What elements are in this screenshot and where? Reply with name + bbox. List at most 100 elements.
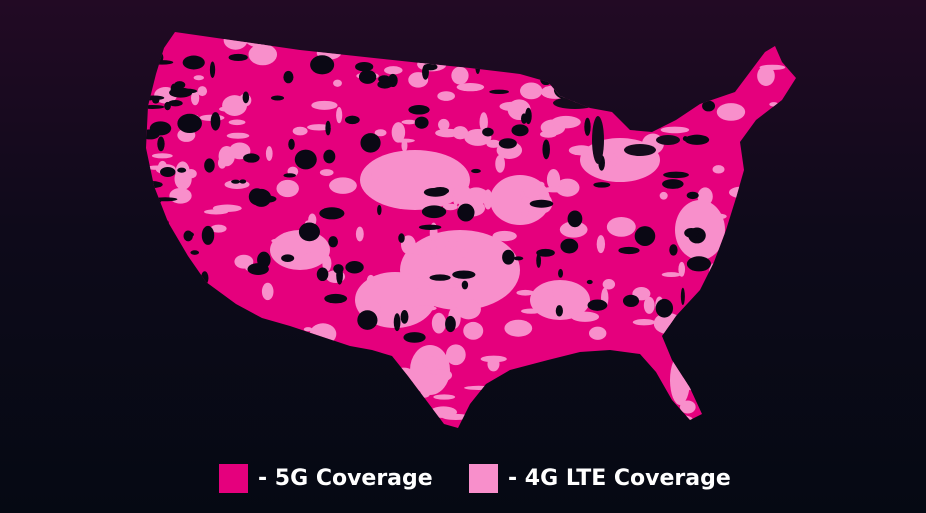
coverage-4g-area: [555, 178, 580, 197]
no-coverage-gap: [655, 298, 674, 318]
no-coverage-gap: [429, 274, 451, 281]
coverage-4g-area: [726, 268, 752, 285]
no-coverage-gap: [475, 55, 481, 74]
no-coverage-gap: [586, 279, 593, 285]
coverage-4g-area: [366, 274, 375, 287]
coverage-4g-area: [774, 205, 782, 225]
no-coverage-gap: [355, 61, 374, 72]
no-coverage-gap: [482, 127, 494, 137]
coverage-4g-area: [341, 346, 359, 361]
coverage-4g-area: [234, 254, 254, 269]
coverage-4g-area: [362, 373, 386, 383]
no-coverage-gap: [673, 83, 691, 91]
coverage-4g-area: [435, 128, 460, 138]
coverage-4g-area: [223, 32, 248, 50]
no-coverage-gap: [169, 87, 193, 98]
coverage-4g-area: [757, 65, 775, 86]
coverage-4g-area: [520, 196, 529, 218]
coverage-4g-area: [488, 411, 510, 428]
coverage-4g-area: [401, 235, 416, 255]
no-coverage-gap: [431, 186, 450, 195]
coverage-4g-area: [456, 298, 481, 320]
coverage-4g-area: [261, 282, 274, 301]
coverage-4g-area: [315, 387, 337, 409]
coverage-4g-area: [479, 112, 488, 133]
coverage-4g-area: [250, 415, 268, 424]
no-coverage-gap: [146, 104, 165, 109]
coverage-4g-area: [670, 355, 690, 405]
coverage-4g-area: [384, 66, 403, 75]
no-coverage-gap: [173, 296, 180, 311]
no-coverage-gap: [239, 179, 247, 184]
coverage-4g-area: [718, 253, 727, 261]
no-coverage-gap: [567, 210, 583, 228]
no-coverage-gap: [536, 248, 555, 257]
no-coverage-gap: [251, 188, 272, 207]
coverage-4g-area: [546, 168, 561, 191]
no-coverage-gap: [177, 167, 187, 173]
coverage-4g-area: [674, 98, 689, 111]
no-coverage-gap: [146, 217, 169, 229]
no-coverage-gap: [146, 281, 157, 298]
coverage-4g-area: [146, 412, 163, 421]
coverage-4g-area: [770, 194, 796, 209]
coverage-4g-area: [335, 422, 342, 427]
no-coverage-gap: [489, 89, 510, 94]
coverage-4g-area: [248, 43, 278, 66]
no-coverage-gap: [645, 36, 659, 46]
coverage-4g-area: [570, 90, 590, 103]
no-coverage-gap: [693, 42, 716, 56]
coverage-4g-area: [213, 355, 240, 374]
coverage-4g-area: [589, 326, 607, 340]
no-coverage-gap: [333, 264, 344, 274]
no-coverage-gap: [542, 139, 550, 160]
coverage-4g-area: [668, 415, 693, 423]
coverage-4g-area: [288, 397, 303, 410]
coverage-4g-area: [309, 323, 337, 345]
coverage-4g-area: [751, 32, 765, 41]
no-coverage-gap: [294, 149, 317, 170]
no-coverage-gap: [669, 244, 678, 256]
no-coverage-gap: [540, 74, 552, 86]
coverage-4g-area: [577, 388, 589, 407]
no-coverage-gap: [686, 256, 711, 272]
coverage-4g-area: [716, 103, 746, 121]
no-coverage-gap: [288, 138, 295, 150]
coverage-4g-area: [216, 339, 244, 349]
coverage-4g-area: [253, 47, 262, 52]
coverage-4g-area: [559, 221, 588, 238]
coverage-4g-area: [498, 39, 512, 50]
coverage-4g-area: [412, 305, 437, 312]
coverage-4g-area: [355, 226, 364, 242]
coverage-4g-area: [335, 383, 356, 395]
coverage-4g-area: [697, 187, 713, 206]
coverage-4g-area: [712, 288, 728, 306]
no-coverage-gap: [146, 181, 163, 189]
coverage-4g-area: [298, 396, 310, 414]
coverage-4g-area: [643, 296, 655, 314]
coverage-4g-area: [745, 156, 769, 171]
coverage-4g-area: [706, 49, 729, 58]
coverage-4g-area: [218, 316, 245, 322]
coverage-4g-area: [521, 308, 542, 314]
coverage-4g-area: [763, 379, 776, 388]
coverage-4g-area: [754, 342, 783, 351]
coverage-4g-area: [319, 169, 334, 176]
coverage-4g-area: [260, 362, 279, 376]
coverage-4g-area: [760, 267, 779, 285]
coverage-4g-area: [760, 230, 768, 242]
no-coverage-gap: [622, 294, 640, 308]
coverage-4g-area: [317, 402, 324, 414]
no-coverage-gap: [200, 271, 209, 285]
coverage-4g-area: [292, 126, 308, 136]
coverage-4g-area: [520, 82, 543, 100]
no-coverage-gap: [184, 270, 190, 282]
coverage-4g-area: [758, 267, 773, 278]
coverage-4g-area: [456, 83, 485, 92]
coverage-4g-area: [196, 320, 221, 329]
coverage-4g-area: [453, 32, 464, 49]
no-coverage-gap: [423, 63, 438, 71]
no-coverage-gap: [231, 179, 241, 184]
coverage-4g-area: [530, 280, 590, 320]
